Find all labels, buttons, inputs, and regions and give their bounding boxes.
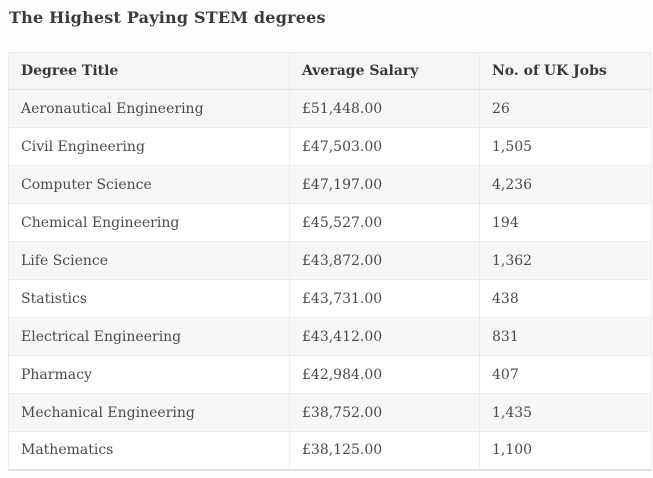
table-row: Chemical Engineering £45,527.00 194	[8, 203, 652, 242]
degree-title-cell: Electrical Engineering	[8, 317, 290, 356]
uk-jobs-cell: 1,435	[479, 393, 652, 432]
uk-jobs-cell: 831	[479, 317, 652, 356]
uk-jobs-cell: 1,100	[479, 431, 652, 470]
degree-title-cell: Mechanical Engineering	[8, 393, 290, 432]
average-salary-cell: £43,412.00	[289, 317, 480, 356]
degree-title-cell: Mathematics	[8, 431, 290, 470]
table-row: Electrical Engineering £43,412.00 831	[8, 317, 652, 356]
table-row: Statistics £43,731.00 438	[8, 279, 652, 318]
column-header-degree-title: Degree Title	[8, 52, 290, 90]
average-salary-cell: £47,197.00	[289, 165, 480, 204]
uk-jobs-cell: 4,236	[479, 165, 652, 204]
average-salary-cell: £51,448.00	[289, 89, 480, 128]
header-row: Degree Title Average Salary No. of UK Jo…	[8, 52, 652, 90]
average-salary-cell: £43,872.00	[289, 241, 480, 280]
table-row: Computer Science £47,197.00 4,236	[8, 165, 652, 204]
table-row: Pharmacy £42,984.00 407	[8, 355, 652, 394]
table-row: Life Science £43,872.00 1,362	[8, 241, 652, 280]
degree-title-cell: Chemical Engineering	[8, 203, 290, 242]
uk-jobs-cell: 407	[479, 355, 652, 394]
degree-title-cell: Aeronautical Engineering	[8, 89, 290, 128]
average-salary-cell: £43,731.00	[289, 279, 480, 318]
table-row: Mathematics £38,125.00 1,100	[8, 431, 652, 470]
column-header-average-salary: Average Salary	[289, 52, 480, 90]
page-title: The Highest Paying STEM degrees	[9, 8, 326, 27]
average-salary-cell: £38,125.00	[289, 431, 480, 470]
table-row: Aeronautical Engineering £51,448.00 26	[8, 89, 652, 128]
average-salary-cell: £42,984.00	[289, 355, 480, 394]
uk-jobs-cell: 1,505	[479, 127, 652, 166]
column-header-uk-jobs: No. of UK Jobs	[479, 52, 652, 90]
table-row: Mechanical Engineering £38,752.00 1,435	[8, 393, 652, 432]
degree-title-cell: Life Science	[8, 241, 290, 280]
table-header: Degree Title Average Salary No. of UK Jo…	[8, 52, 652, 90]
average-salary-cell: £38,752.00	[289, 393, 480, 432]
uk-jobs-cell: 438	[479, 279, 652, 318]
stem-degrees-table: Degree Title Average Salary No. of UK Jo…	[8, 52, 652, 471]
degree-title-cell: Computer Science	[8, 165, 290, 204]
uk-jobs-cell: 194	[479, 203, 652, 242]
uk-jobs-cell: 1,362	[479, 241, 652, 280]
degree-title-cell: Pharmacy	[8, 355, 290, 394]
table-body: Aeronautical Engineering £51,448.00 26 C…	[8, 89, 652, 470]
uk-jobs-cell: 26	[479, 89, 652, 128]
table-row: Civil Engineering £47,503.00 1,505	[8, 127, 652, 166]
degree-title-cell: Statistics	[8, 279, 290, 318]
average-salary-cell: £47,503.00	[289, 127, 480, 166]
average-salary-cell: £45,527.00	[289, 203, 480, 242]
degree-title-cell: Civil Engineering	[8, 127, 290, 166]
